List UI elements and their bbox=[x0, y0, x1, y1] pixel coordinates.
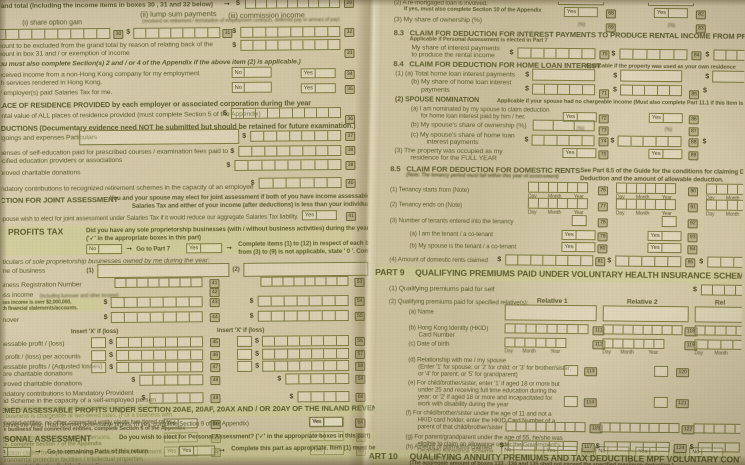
box-number-124: 124 bbox=[673, 443, 687, 454]
yes-label: Yes bbox=[180, 446, 195, 455]
line-pa-yes-hint: Complete this part as appropriate. Item … bbox=[231, 444, 376, 453]
line-deemed-profits: During the year, I had deemed assessable… bbox=[0, 420, 249, 430]
amount-cells-124[interactable] bbox=[603, 441, 670, 452]
left-page-footer: DEEMED ASSESSABLE PROFITS UNDER SECTION … bbox=[0, 402, 376, 464]
yes-label: Yes bbox=[309, 417, 325, 426]
box-number-117: 117 bbox=[581, 443, 595, 453]
paper-edge-top bbox=[0, 0, 745, 6]
dollar-sign: $ bbox=[689, 444, 694, 452]
arrow-icon: ➞ bbox=[219, 447, 226, 455]
dollar-sign: $ bbox=[499, 442, 504, 450]
paper-edge-bottom bbox=[0, 455, 745, 465]
answer-yes-64[interactable]: Yes bbox=[308, 416, 343, 427]
amount-cells-extra-4[interactable] bbox=[697, 442, 740, 453]
dollar-sign: $ bbox=[595, 443, 600, 451]
amount-cells-117[interactable] bbox=[507, 440, 578, 451]
paper-edge-left bbox=[0, 0, 7, 465]
box-number-64: 64 bbox=[354, 418, 366, 428]
line-personal-assessment-head: PERSONAL ASSESSMENT bbox=[0, 433, 92, 445]
right-page-footer: (h) Amount of premiums claimed $ 117 $ 1… bbox=[369, 0, 745, 465]
